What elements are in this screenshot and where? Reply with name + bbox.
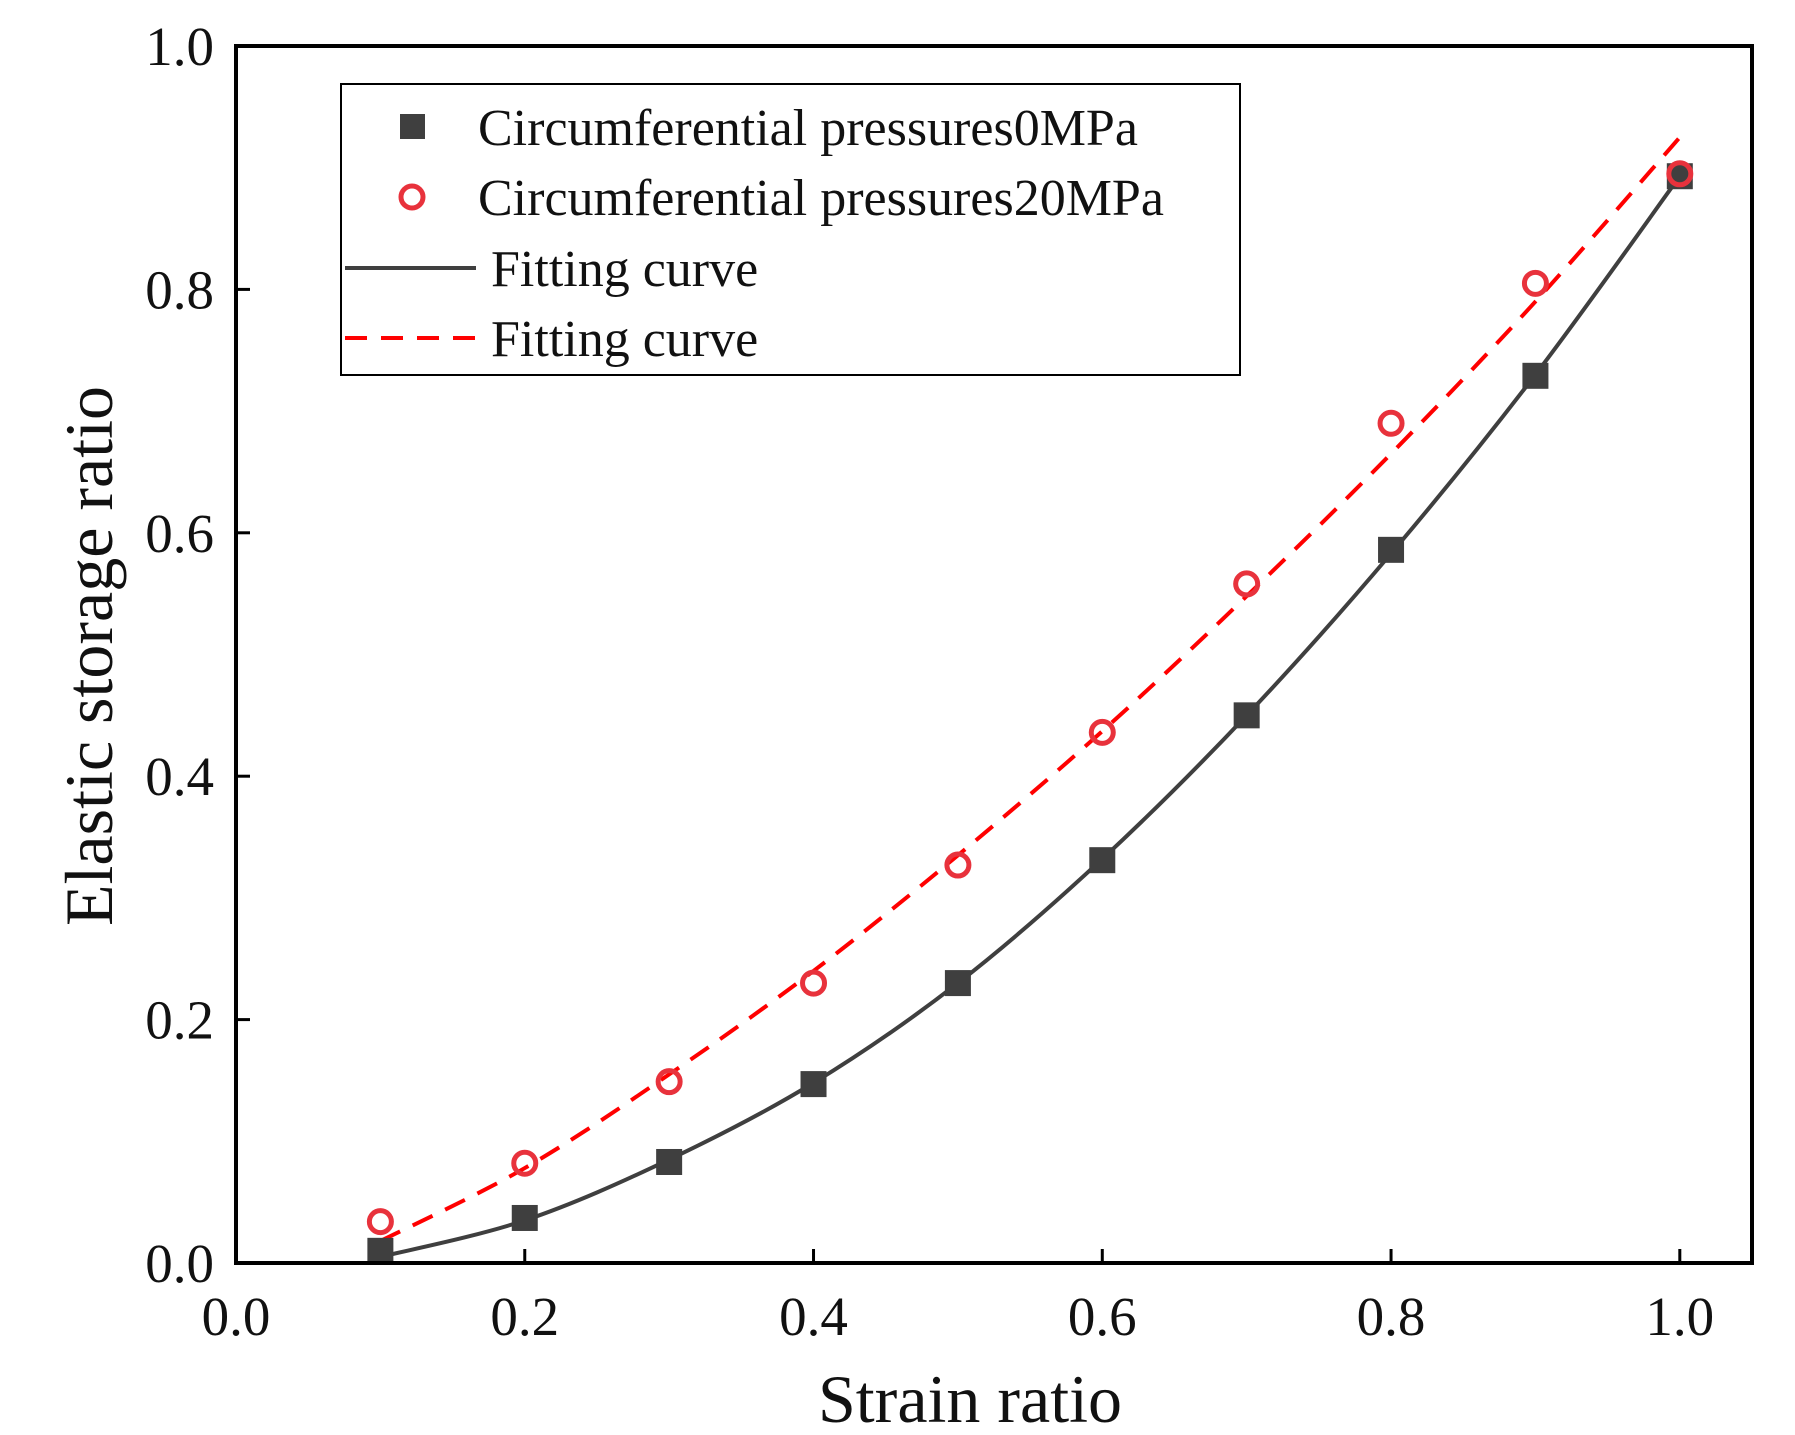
x-tick-label: 1.0 bbox=[1645, 1286, 1714, 1347]
legend: Circumferential pressures0MPa Circumfere… bbox=[340, 83, 1241, 376]
y-tick-label: 0.6 bbox=[145, 503, 214, 564]
data-point-circle bbox=[511, 1149, 539, 1177]
data-point-square bbox=[944, 970, 971, 997]
legend-label-fit-dashed: Fitting curve bbox=[491, 311, 758, 368]
data-point-square bbox=[1233, 702, 1260, 729]
data-point-circle bbox=[1233, 570, 1261, 598]
x-tick-label: 0.6 bbox=[1068, 1286, 1137, 1347]
y-tick-label: 0.0 bbox=[145, 1233, 214, 1294]
data-point-circle bbox=[1666, 160, 1694, 188]
data-point-circle bbox=[1088, 718, 1116, 746]
data-point-square bbox=[800, 1071, 827, 1098]
y-axis-title: Elastic storage ratio bbox=[51, 386, 127, 926]
x-tick-label: 0.0 bbox=[202, 1286, 271, 1347]
data-point-circle bbox=[366, 1208, 394, 1236]
data-point-square bbox=[656, 1148, 683, 1175]
x-tick-label: 0.4 bbox=[779, 1286, 848, 1347]
legend-label-0mpa: Circumferential pressures0MPa bbox=[478, 100, 1138, 157]
data-point-circle bbox=[800, 969, 828, 997]
x-tick-label: 0.2 bbox=[490, 1286, 559, 1347]
plot-frame bbox=[234, 44, 1754, 1265]
legend-marker-circle bbox=[398, 183, 426, 211]
legend-label-20mpa: Circumferential pressures20MPa bbox=[478, 170, 1164, 227]
axis-ticks: 0.0 0.2 0.4 0.6 0.8 1.0 0.0 0.2 0.4 0.6 0.8 1.0 bbox=[145, 16, 1714, 1347]
data-point-circle bbox=[655, 1068, 683, 1096]
y-tick-label: 0.4 bbox=[145, 746, 214, 807]
fit-curve-dashed bbox=[379, 135, 1682, 1243]
data-point-square bbox=[367, 1237, 394, 1264]
data-point-square bbox=[1522, 362, 1549, 389]
y-tick-label: 0.2 bbox=[145, 990, 214, 1051]
y-tick-label: 1.0 bbox=[145, 16, 214, 77]
y-tick-label: 0.8 bbox=[145, 259, 214, 320]
data-point-circle bbox=[1521, 269, 1549, 297]
data-point-square bbox=[511, 1204, 538, 1231]
x-axis-title: Strain ratio bbox=[818, 1361, 1122, 1435]
legend-label-fit-solid: Fitting curve bbox=[491, 241, 758, 298]
x-tick-label: 0.8 bbox=[1357, 1286, 1426, 1347]
legend-marker-square bbox=[400, 114, 425, 139]
data-point-square bbox=[1378, 536, 1405, 563]
legend-box bbox=[340, 83, 1241, 376]
fit-curve-solid bbox=[379, 175, 1682, 1259]
plot-marks bbox=[366, 135, 1694, 1264]
data-point-square bbox=[1089, 847, 1116, 874]
data-point-circle bbox=[1377, 409, 1405, 437]
data-point-circle bbox=[944, 851, 972, 879]
